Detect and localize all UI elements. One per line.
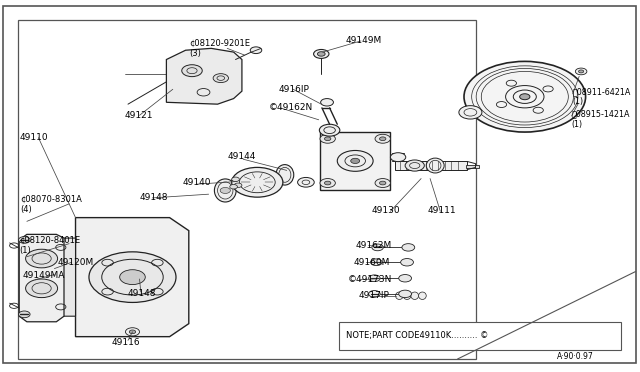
Circle shape [579,70,584,73]
Circle shape [380,137,386,141]
Circle shape [380,181,386,185]
Circle shape [375,134,390,143]
Text: 49148: 49148 [140,193,168,202]
Text: 49160M: 49160M [354,258,390,267]
Text: 49110: 49110 [19,133,48,142]
Circle shape [213,74,228,83]
Circle shape [399,290,412,298]
Text: ⓨ08915-1421A
(1): ⓨ08915-1421A (1) [572,109,630,129]
Polygon shape [466,165,479,168]
Circle shape [399,275,412,282]
Polygon shape [76,218,189,337]
Circle shape [298,177,314,187]
Text: ©49173N: ©49173N [348,275,392,284]
Bar [320,132,390,190]
Text: ©49162N: ©49162N [269,103,313,112]
Ellipse shape [426,158,444,173]
Bar [395,161,467,170]
Circle shape [520,94,530,100]
Circle shape [405,160,424,171]
Text: 49149MA: 49149MA [22,271,65,280]
Text: 49162M: 49162M [356,241,392,250]
Text: 49111: 49111 [428,206,456,215]
Circle shape [375,179,390,187]
Text: 49149M: 49149M [346,36,382,45]
Circle shape [250,47,262,54]
Circle shape [220,187,230,193]
Circle shape [230,185,237,189]
Circle shape [575,68,587,75]
Circle shape [337,150,373,171]
Text: 4916IP: 4916IP [278,85,309,94]
Bar [339,322,621,350]
Circle shape [320,179,335,187]
Text: 49130: 49130 [371,206,400,215]
Circle shape [234,183,242,187]
Circle shape [390,153,406,161]
Ellipse shape [419,292,426,299]
Circle shape [319,124,340,136]
Circle shape [232,177,239,182]
Circle shape [26,279,58,298]
Bar [18,20,476,359]
Circle shape [19,237,30,243]
Circle shape [371,259,382,266]
Circle shape [314,49,329,58]
Circle shape [89,252,176,302]
Text: 4917IP: 4917IP [358,291,389,300]
Text: ¢08120-8401E
(1): ¢08120-8401E (1) [19,236,81,255]
Circle shape [351,158,360,164]
Circle shape [320,134,335,143]
Text: A·90·0.97: A·90·0.97 [557,352,593,361]
Circle shape [317,52,325,56]
Ellipse shape [411,292,419,299]
Circle shape [464,61,586,132]
Circle shape [26,249,58,268]
Circle shape [19,311,30,318]
Circle shape [369,275,380,282]
Circle shape [506,86,544,108]
Polygon shape [56,238,76,316]
Text: 49148: 49148 [128,289,157,298]
Circle shape [120,270,145,285]
Polygon shape [166,48,242,104]
Text: ⓝ08911-6421A
(1): ⓝ08911-6421A (1) [573,87,631,106]
Circle shape [182,65,202,77]
Circle shape [324,137,331,141]
Text: 49121: 49121 [125,111,154,120]
Circle shape [459,106,482,119]
Ellipse shape [396,292,403,299]
Circle shape [513,90,536,103]
Ellipse shape [403,292,411,299]
Text: NOTE;PART CODE49110K.......... ©: NOTE;PART CODE49110K.......... © [346,331,488,340]
Circle shape [401,259,413,266]
Ellipse shape [276,164,294,185]
Text: 49120M: 49120M [58,258,94,267]
Text: 49140: 49140 [182,178,211,187]
Text: ¢08120-9201E
(3): ¢08120-9201E (3) [189,39,250,58]
Circle shape [372,244,383,251]
Text: 49144: 49144 [227,152,255,161]
Circle shape [324,181,331,185]
Text: 49116: 49116 [112,338,141,347]
Polygon shape [19,234,64,322]
Circle shape [129,330,136,334]
Ellipse shape [214,179,236,202]
Circle shape [125,328,140,336]
Circle shape [369,291,380,297]
Circle shape [402,244,415,251]
Text: ¢08070-8301A
(4): ¢08070-8301A (4) [20,195,83,214]
Circle shape [232,167,283,197]
Circle shape [321,99,333,106]
